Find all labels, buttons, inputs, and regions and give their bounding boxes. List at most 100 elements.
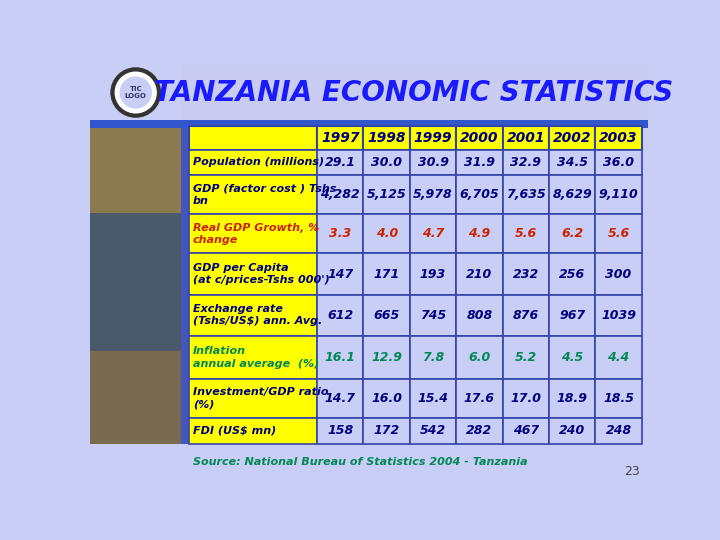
Bar	[181, 128, 191, 444]
Text: 5,978: 5,978	[413, 188, 453, 201]
Bar	[90, 120, 648, 128]
Bar	[364, 379, 410, 418]
Text: 16.1: 16.1	[325, 351, 356, 364]
Bar	[364, 175, 410, 214]
Bar	[317, 126, 364, 150]
Bar	[549, 150, 595, 175]
Bar	[456, 214, 503, 253]
Text: 210: 210	[467, 267, 492, 280]
Text: 4.9: 4.9	[468, 227, 490, 240]
Text: 1998: 1998	[367, 131, 406, 145]
Text: 16.0: 16.0	[371, 392, 402, 405]
Bar	[503, 418, 549, 444]
Bar	[549, 214, 595, 253]
Bar	[364, 418, 410, 444]
Bar	[456, 253, 503, 295]
Bar	[595, 379, 642, 418]
Bar	[595, 214, 642, 253]
Text: 36.0: 36.0	[603, 156, 634, 168]
Bar	[456, 295, 503, 336]
Bar	[503, 379, 549, 418]
Text: 282: 282	[467, 424, 492, 437]
Text: 4.0: 4.0	[376, 227, 397, 240]
Text: 15.4: 15.4	[418, 392, 449, 405]
Bar	[364, 126, 410, 150]
Bar	[364, 336, 410, 379]
Text: 4.5: 4.5	[561, 351, 583, 364]
Text: 7.8: 7.8	[422, 351, 444, 364]
Bar	[317, 175, 364, 214]
Text: 12.9: 12.9	[371, 351, 402, 364]
Bar	[456, 418, 503, 444]
Text: 876: 876	[513, 309, 539, 322]
Text: 31.9: 31.9	[464, 156, 495, 168]
Bar	[181, 444, 648, 481]
Text: 7,635: 7,635	[506, 188, 546, 201]
Bar	[595, 295, 642, 336]
Text: 2001: 2001	[507, 131, 545, 145]
Text: 612: 612	[327, 309, 354, 322]
Bar	[595, 126, 642, 150]
Text: 256: 256	[559, 267, 585, 280]
Text: 665: 665	[374, 309, 400, 322]
Bar	[503, 214, 549, 253]
Bar	[549, 379, 595, 418]
Text: 32.9: 32.9	[510, 156, 541, 168]
Text: 34.5: 34.5	[557, 156, 588, 168]
Bar	[503, 253, 549, 295]
Bar	[410, 214, 456, 253]
Bar	[317, 418, 364, 444]
Text: Population (millions): Population (millions)	[193, 157, 324, 167]
Bar	[410, 336, 456, 379]
Text: Exchange rate
(Tshs/US$) ann. Avg.: Exchange rate (Tshs/US$) ann. Avg.	[193, 304, 323, 326]
Text: 30.9: 30.9	[418, 156, 449, 168]
Text: 193: 193	[420, 267, 446, 280]
Bar	[595, 418, 642, 444]
Text: 467: 467	[513, 424, 539, 437]
Text: 172: 172	[374, 424, 400, 437]
Circle shape	[112, 70, 159, 116]
Bar	[189, 379, 317, 418]
Text: 1999: 1999	[414, 131, 452, 145]
Text: 17.6: 17.6	[464, 392, 495, 405]
Text: 5.6: 5.6	[515, 227, 537, 240]
Text: 4.4: 4.4	[608, 351, 630, 364]
Bar	[595, 175, 642, 214]
Bar	[189, 126, 317, 150]
Bar	[595, 336, 642, 379]
Text: 30.0: 30.0	[371, 156, 402, 168]
Text: 1997: 1997	[321, 131, 359, 145]
Bar	[456, 379, 503, 418]
Text: 4.7: 4.7	[422, 227, 444, 240]
Text: 240: 240	[559, 424, 585, 437]
Text: 2002: 2002	[553, 131, 591, 145]
Bar	[317, 150, 364, 175]
Bar	[364, 295, 410, 336]
Bar	[189, 295, 317, 336]
Bar	[189, 253, 317, 295]
Text: Investment/GDP ratio
(%): Investment/GDP ratio (%)	[193, 387, 328, 410]
Bar	[410, 295, 456, 336]
Bar	[456, 336, 503, 379]
Text: 14.7: 14.7	[325, 392, 356, 405]
Text: 5.2: 5.2	[515, 351, 537, 364]
Text: 967: 967	[559, 309, 585, 322]
Text: 6,705: 6,705	[459, 188, 499, 201]
Text: 300: 300	[606, 267, 631, 280]
Bar	[456, 175, 503, 214]
Bar	[595, 150, 642, 175]
Bar	[410, 126, 456, 150]
Bar	[549, 175, 595, 214]
Bar	[317, 214, 364, 253]
Text: 6.2: 6.2	[561, 227, 583, 240]
Text: 158: 158	[327, 424, 354, 437]
Text: Real GDP Growth, %
change: Real GDP Growth, % change	[193, 222, 320, 245]
Bar	[364, 150, 410, 175]
Text: 232: 232	[513, 267, 539, 280]
Text: FDI (US$ mn): FDI (US$ mn)	[193, 426, 276, 436]
Text: 8,629: 8,629	[552, 188, 592, 201]
Text: TANZANIA ECONOMIC STATISTICS: TANZANIA ECONOMIC STATISTICS	[154, 79, 674, 107]
Text: 1039: 1039	[601, 309, 636, 322]
Bar	[456, 126, 503, 150]
Text: 248: 248	[606, 424, 631, 437]
